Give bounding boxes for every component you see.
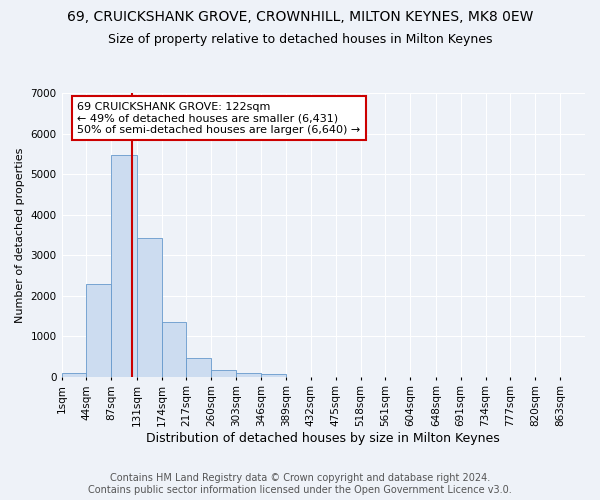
Bar	[236, 372, 261, 376]
Text: 69 CRUICKSHANK GROVE: 122sqm
← 49% of detached houses are smaller (6,431)
50% of: 69 CRUICKSHANK GROVE: 122sqm ← 49% of de…	[77, 102, 361, 134]
Bar	[111, 156, 137, 376]
Bar	[211, 370, 236, 376]
Bar	[137, 238, 161, 376]
Text: 69, CRUICKSHANK GROVE, CROWNHILL, MILTON KEYNES, MK8 0EW: 69, CRUICKSHANK GROVE, CROWNHILL, MILTON…	[67, 10, 533, 24]
Bar	[261, 374, 286, 376]
Text: Size of property relative to detached houses in Milton Keynes: Size of property relative to detached ho…	[108, 32, 492, 46]
Bar	[161, 322, 187, 376]
Bar	[187, 358, 211, 376]
X-axis label: Distribution of detached houses by size in Milton Keynes: Distribution of detached houses by size …	[146, 432, 500, 445]
Bar	[86, 284, 111, 376]
Text: Contains HM Land Registry data © Crown copyright and database right 2024.
Contai: Contains HM Land Registry data © Crown c…	[88, 474, 512, 495]
Y-axis label: Number of detached properties: Number of detached properties	[15, 147, 25, 322]
Bar	[62, 374, 86, 376]
